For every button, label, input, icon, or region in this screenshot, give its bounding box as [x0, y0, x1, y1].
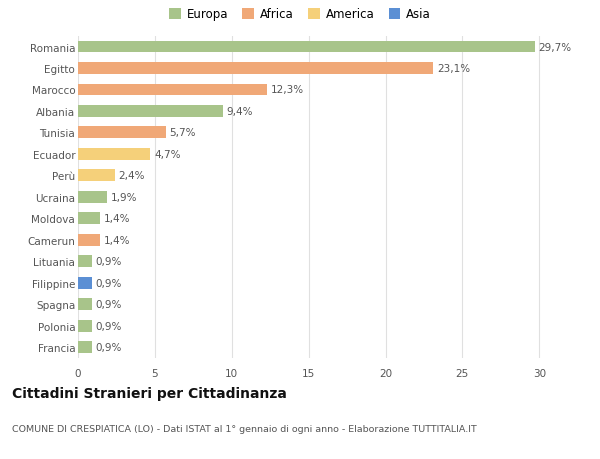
Bar — [78, 106, 223, 118]
Bar — [78, 298, 92, 310]
Bar — [78, 84, 267, 96]
Bar — [78, 41, 535, 53]
Bar — [78, 277, 92, 289]
Text: Cittadini Stranieri per Cittadinanza: Cittadini Stranieri per Cittadinanza — [12, 386, 287, 400]
Bar — [78, 256, 92, 268]
Bar — [78, 213, 100, 224]
Text: 1,4%: 1,4% — [103, 235, 130, 245]
Text: 0,9%: 0,9% — [95, 257, 122, 267]
Bar — [78, 320, 92, 332]
Text: 0,9%: 0,9% — [95, 299, 122, 309]
Text: 29,7%: 29,7% — [538, 42, 572, 52]
Text: 0,9%: 0,9% — [95, 278, 122, 288]
Text: 23,1%: 23,1% — [437, 64, 470, 74]
Text: 0,9%: 0,9% — [95, 321, 122, 331]
Bar — [78, 170, 115, 182]
Text: 2,4%: 2,4% — [119, 171, 145, 181]
Text: COMUNE DI CRESPIATICA (LO) - Dati ISTAT al 1° gennaio di ogni anno - Elaborazion: COMUNE DI CRESPIATICA (LO) - Dati ISTAT … — [12, 425, 477, 433]
Text: 9,4%: 9,4% — [226, 106, 253, 117]
Bar — [78, 63, 433, 75]
Bar — [78, 234, 100, 246]
Bar — [78, 127, 166, 139]
Text: 5,7%: 5,7% — [169, 128, 196, 138]
Bar — [78, 149, 150, 160]
Text: 4,7%: 4,7% — [154, 150, 181, 160]
Text: 0,9%: 0,9% — [95, 342, 122, 353]
Bar — [78, 191, 107, 203]
Text: 1,4%: 1,4% — [103, 214, 130, 224]
Text: 1,9%: 1,9% — [111, 192, 137, 202]
Legend: Europa, Africa, America, Asia: Europa, Africa, America, Asia — [167, 6, 433, 23]
Text: 12,3%: 12,3% — [271, 85, 304, 95]
Bar — [78, 341, 92, 353]
